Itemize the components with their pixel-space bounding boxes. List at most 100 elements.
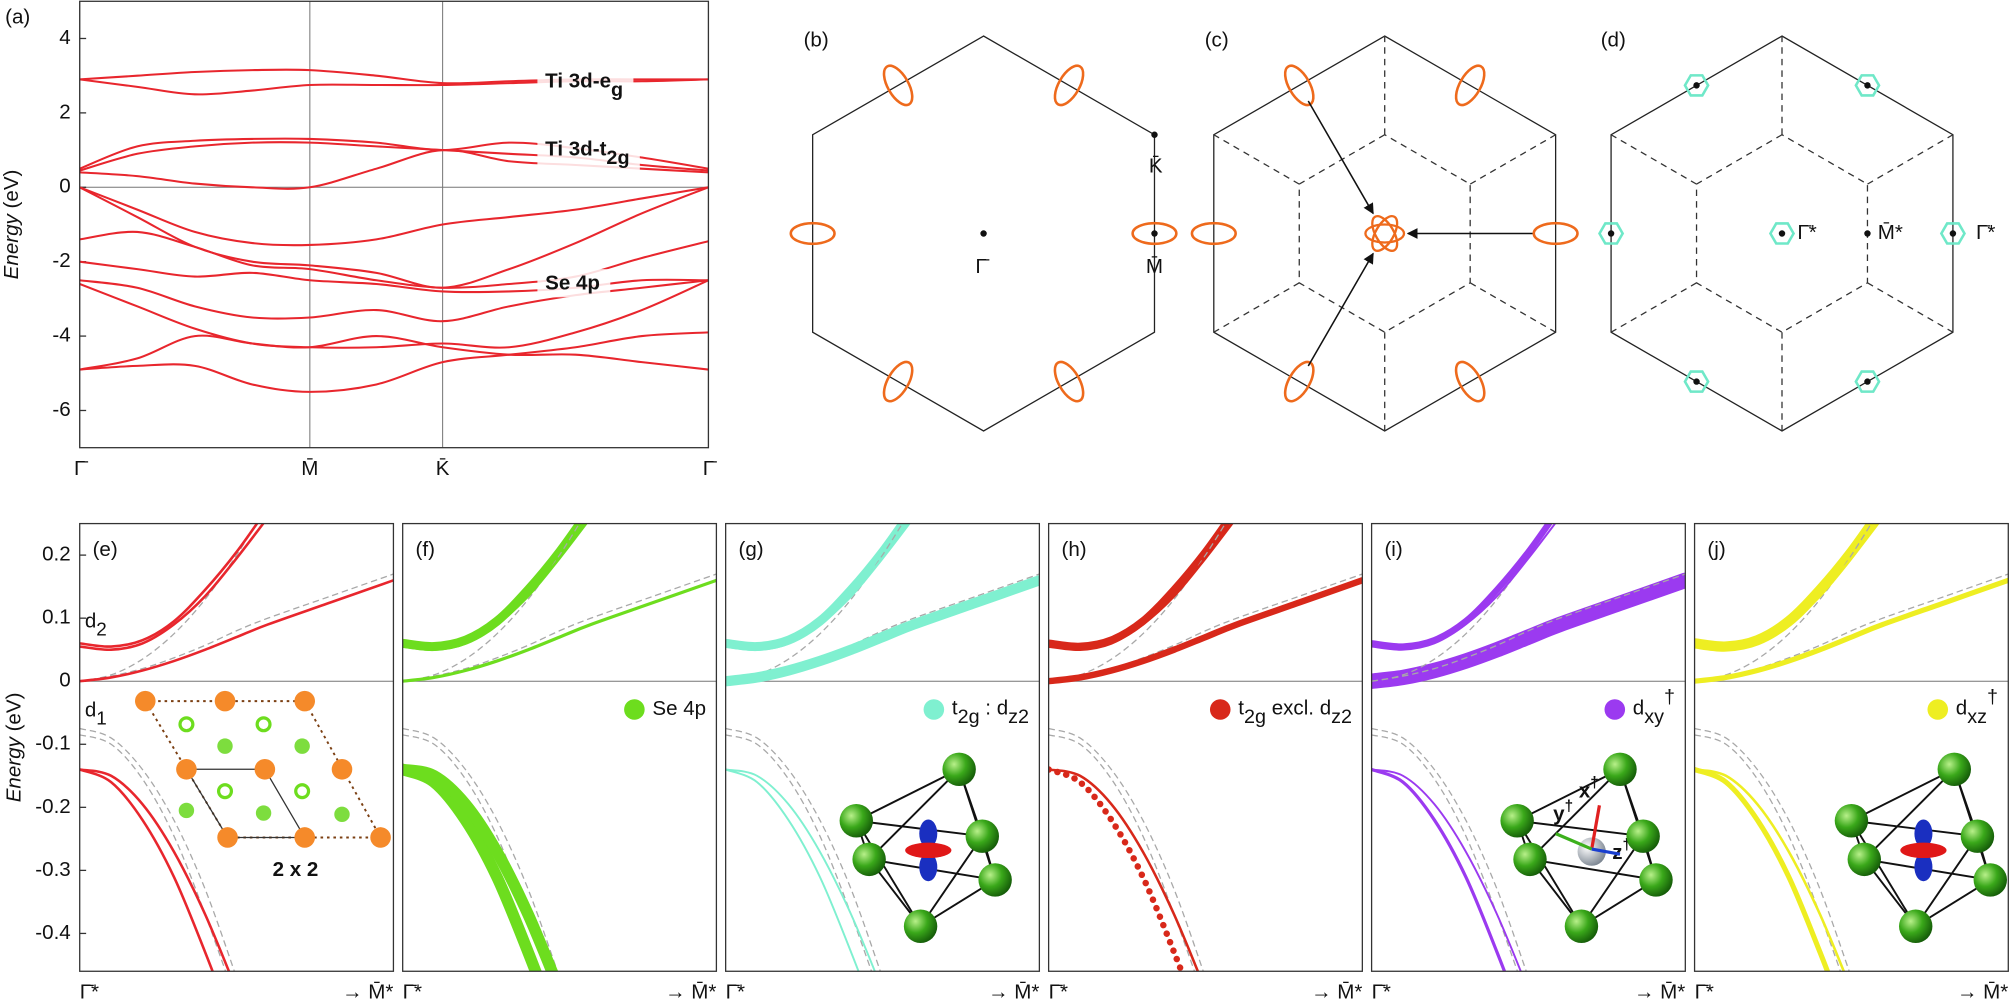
series-group <box>1048 523 1363 972</box>
annotation: d2 <box>85 610 107 641</box>
x-tick-label: M̄ <box>301 457 318 480</box>
band-line <box>79 523 259 648</box>
se-atom <box>1899 909 1933 943</box>
band-line <box>1371 767 1507 972</box>
band-line <box>79 331 709 393</box>
band-line <box>79 279 709 349</box>
zone-spoke <box>1610 282 1697 333</box>
text-part: 2g <box>606 147 629 169</box>
se-atom <box>1500 804 1534 838</box>
se-atom <box>1603 752 1637 787</box>
fermi-pocket <box>789 221 836 246</box>
series-group <box>725 523 1040 972</box>
axes-frame <box>725 522 1041 972</box>
y-axis-label: Energy (eV) <box>3 693 26 803</box>
text-part: g <box>611 79 623 101</box>
se-atom <box>1847 842 1881 877</box>
fermi-pocket <box>1454 360 1486 403</box>
folding-arrow <box>1307 100 1374 215</box>
series-group <box>79 523 394 972</box>
brillouin-zone: (b) K̄ M̄ Γ̄ <box>789 29 1178 432</box>
x-tick-label: → M̄* <box>1311 980 1362 1003</box>
axis-arrow <box>1591 847 1621 856</box>
octahedron-inset <box>1834 752 2007 943</box>
fermi-pocket <box>882 64 914 107</box>
fermi-pocket <box>882 360 914 403</box>
x-tick-label: → M̄* <box>1634 980 1685 1003</box>
band-line <box>725 523 904 682</box>
text-part: Energy <box>0 212 23 279</box>
x-tick-label: Γ̄* <box>726 981 745 1004</box>
fermi-pocket <box>1053 360 1085 403</box>
y-tick-label: 0 <box>59 669 70 692</box>
band-line <box>1048 523 1234 652</box>
x-tick-label: Γ̄* <box>1049 981 1068 1004</box>
ti-site <box>254 759 276 780</box>
y-tick-label: 0 <box>59 175 70 198</box>
band-line <box>402 523 588 652</box>
band-line <box>1694 766 1831 972</box>
band-line <box>79 334 709 371</box>
brillouin-zone: (c) <box>1190 29 1579 432</box>
zone-spoke <box>1213 134 1300 185</box>
fermi-pocket <box>1131 221 1178 246</box>
annotation-bg <box>537 135 640 172</box>
axis-arrow <box>1590 805 1602 850</box>
band-line <box>402 763 542 972</box>
folding-arrow <box>1307 252 1374 367</box>
legend-label: Se 4p <box>652 697 706 720</box>
bond <box>1850 768 1955 822</box>
axes-frame <box>79 522 395 972</box>
band-line <box>402 578 717 683</box>
band-line <box>79 186 709 247</box>
panel-label: (i) <box>1384 538 1402 561</box>
fermi-pocket <box>1190 221 1237 246</box>
band-line <box>1371 572 1686 689</box>
y-tick-label: -0.1 <box>35 732 70 755</box>
band-line <box>79 734 227 972</box>
text-part: † <box>1664 686 1675 708</box>
legend-marker <box>923 699 945 720</box>
k-label: M̄* <box>1878 221 1903 244</box>
band-line <box>79 523 265 652</box>
panel-label: (a) <box>5 5 30 28</box>
se-site <box>178 802 195 819</box>
x-tick-label: Γ̄* <box>80 981 99 1004</box>
x-tick-label: Γ̄ <box>703 457 717 480</box>
text-part: : d <box>980 697 1009 720</box>
text-part: y <box>1553 803 1565 826</box>
k-point <box>1949 230 1957 237</box>
x-tick-label: → M̄* <box>665 980 716 1003</box>
pocket <box>1939 222 1966 245</box>
text-part: d <box>1956 697 1967 720</box>
k-label: Γ̄* <box>1797 221 1816 244</box>
k-label: M̄ <box>1146 255 1163 278</box>
text-part: 1 <box>96 709 107 730</box>
text-part: t <box>1238 697 1244 720</box>
y-tick-label: 0.2 <box>42 543 71 566</box>
band-line <box>1371 523 1553 650</box>
band-line <box>79 186 709 289</box>
k-point <box>1693 82 1700 89</box>
se-site-open <box>178 716 195 733</box>
band-line <box>725 573 1040 682</box>
orbital <box>905 842 952 859</box>
pocket <box>1854 370 1881 393</box>
octahedron-inset <box>1500 752 1673 943</box>
band-line <box>725 734 873 972</box>
annotation: x† <box>1579 775 1599 803</box>
band-line <box>1371 523 1557 651</box>
panel: Γ̄* → M̄* (j) dxz† <box>1693 522 2009 1004</box>
text-part: xz <box>1967 706 1987 728</box>
legend-label: t2g : dz2 <box>952 697 1029 728</box>
band-line <box>1048 523 1227 682</box>
se-atom <box>1973 863 2007 897</box>
se-site-open <box>294 783 311 800</box>
se-atom <box>1513 842 1547 877</box>
k-point <box>980 230 987 237</box>
k-point <box>1864 82 1871 89</box>
text-part: d <box>85 610 96 633</box>
annotation: Se 4p <box>545 272 600 295</box>
bond <box>856 819 983 838</box>
